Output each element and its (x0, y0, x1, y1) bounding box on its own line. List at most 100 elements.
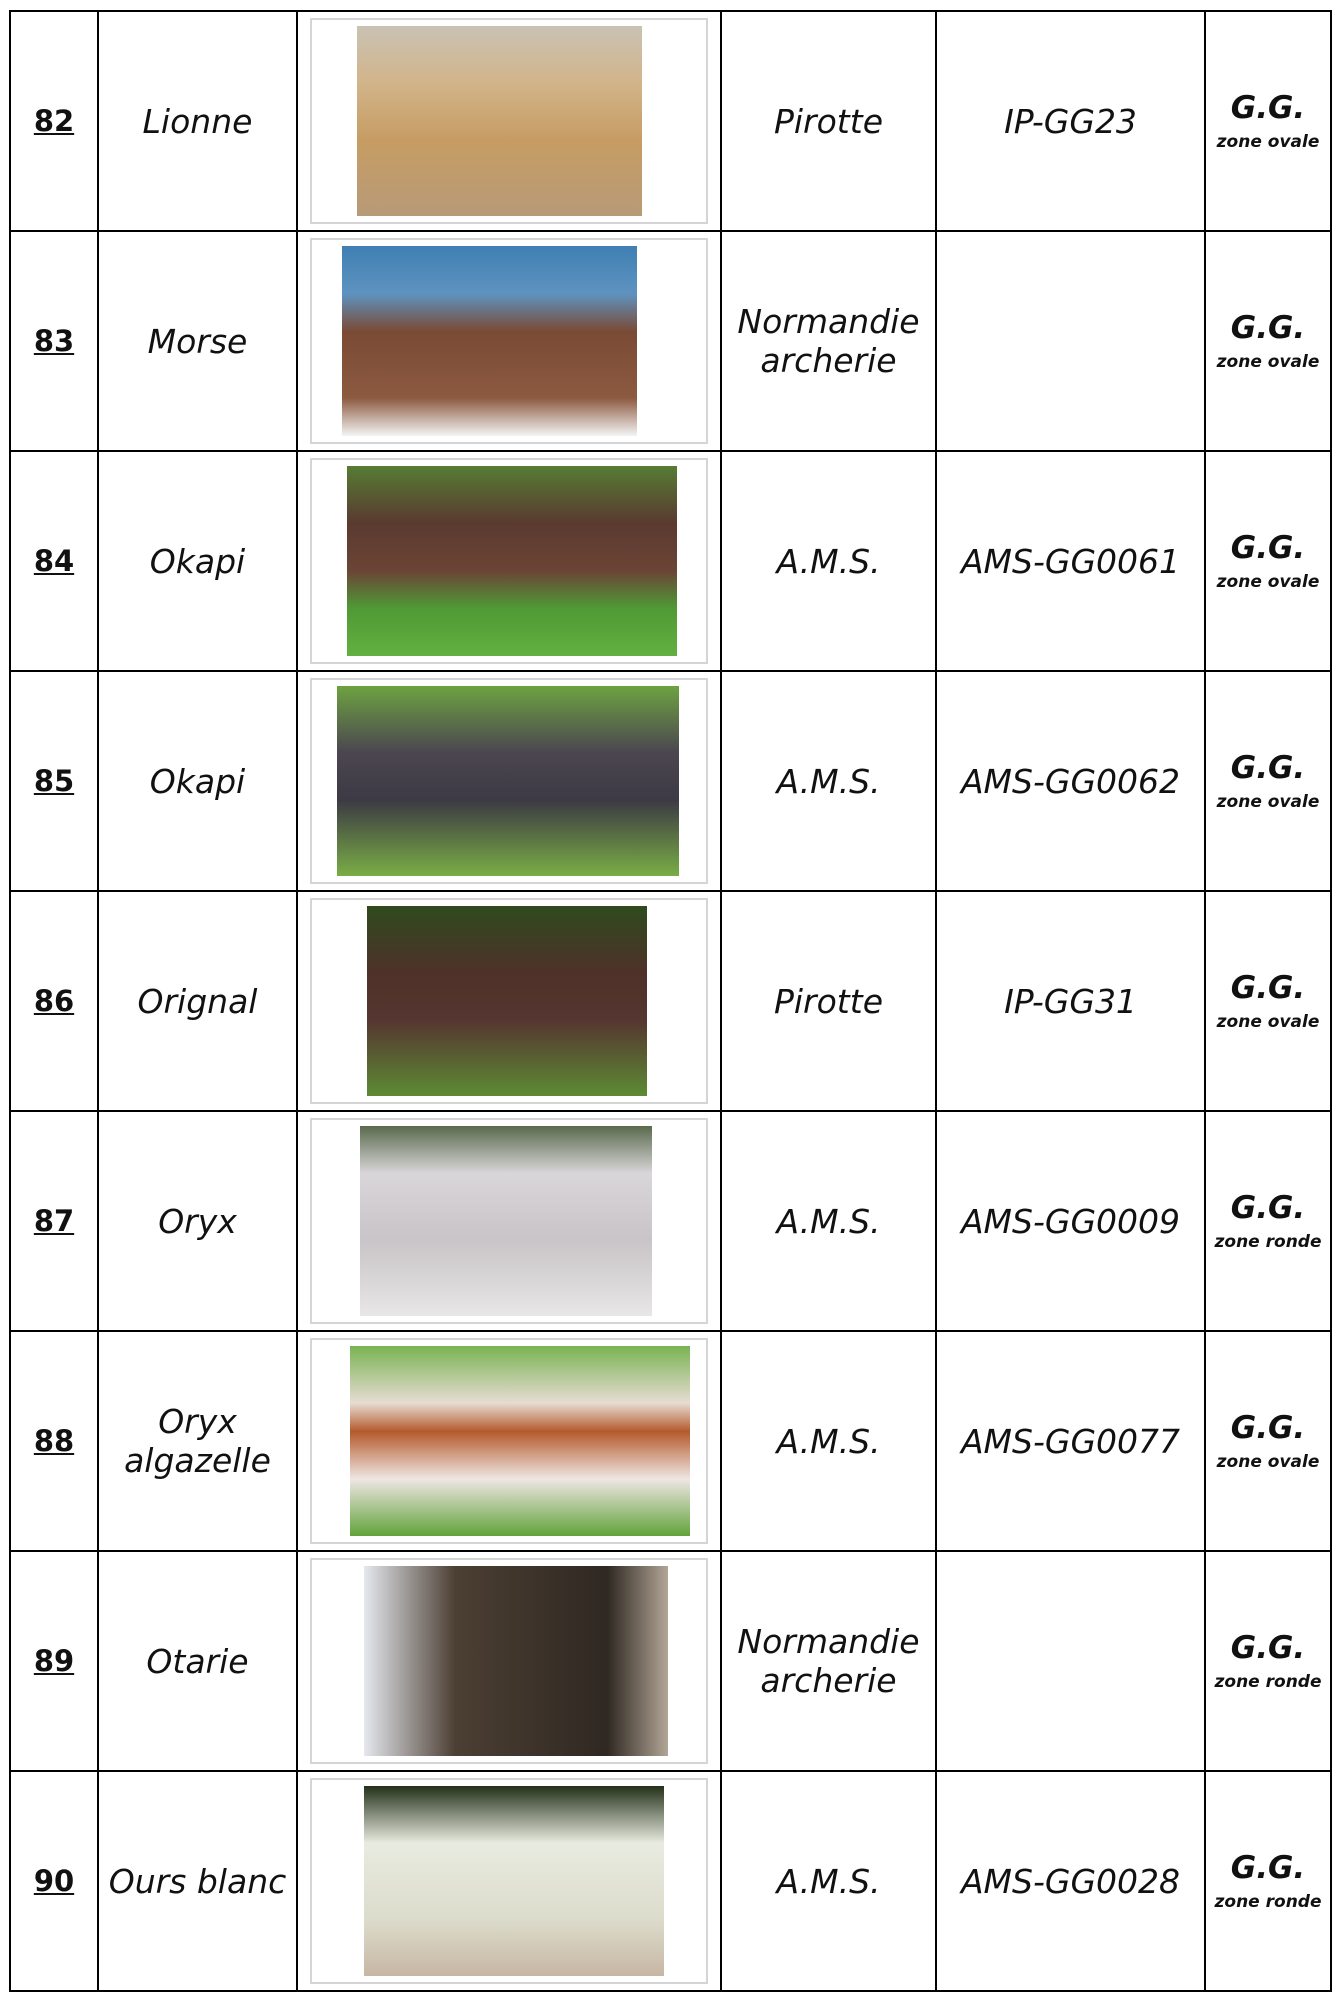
animal-photo (342, 246, 637, 436)
group: G.G. (1230, 750, 1306, 786)
maker: A.M.S. (720, 1110, 937, 1332)
maker: A.M.S. (720, 1770, 937, 1992)
zone: zone ronde (1214, 1892, 1322, 1912)
animal-name: Okapi (97, 670, 298, 892)
animal-photo (347, 466, 677, 656)
group-cell: G.G. zone ronde (1204, 1110, 1332, 1332)
zone: zone ronde (1214, 1232, 1322, 1252)
table-row: 90 Ours blanc A.M.S. AMS-GG0028 G.G. zone ron… (9, 1770, 1332, 1992)
group: G.G. (1230, 90, 1306, 126)
maker: Normandie archerie (720, 1550, 937, 1772)
group-cell: G.G. zone ovale (1204, 450, 1332, 672)
target-number: 88 (9, 1330, 99, 1552)
target-image (310, 678, 708, 884)
group: G.G. (1230, 1630, 1306, 1666)
target-image (310, 898, 708, 1104)
reference (935, 1550, 1206, 1772)
image-cell (296, 1110, 722, 1332)
animal-photo (350, 1346, 690, 1536)
animal-photo (357, 26, 642, 216)
group: G.G. (1230, 530, 1306, 566)
table-row: 87 Oryx A.M.S. AMS-GG0009 G.G. zone ronde (9, 1110, 1332, 1332)
zone: zone ovale (1216, 572, 1320, 592)
group-cell: G.G. zone ronde (1204, 1770, 1332, 1992)
target-image (310, 1338, 708, 1544)
group: G.G. (1230, 1190, 1306, 1226)
target-number: 84 (9, 450, 99, 672)
image-cell (296, 890, 722, 1112)
group-cell: G.G. zone ovale (1204, 670, 1332, 892)
reference: AMS-GG0009 (935, 1110, 1206, 1332)
animal-name: Morse (97, 230, 298, 452)
group-cell: G.G. zone ovale (1204, 10, 1332, 232)
table-row: 84 Okapi A.M.S. AMS-GG0061 G.G. zone ovale (9, 450, 1332, 672)
animal-photo (337, 686, 679, 876)
table-row: 89 Otarie Normandie archerie G.G. zone ronde (9, 1550, 1332, 1772)
zone: zone ovale (1216, 1452, 1320, 1472)
animal-name: Lionne (97, 10, 298, 232)
group-cell: G.G. zone ronde (1204, 1550, 1332, 1772)
maker: Pirotte (720, 10, 937, 232)
reference: AMS-GG0062 (935, 670, 1206, 892)
group: G.G. (1230, 1410, 1306, 1446)
group-cell: G.G. zone ovale (1204, 890, 1332, 1112)
group-cell: G.G. zone ovale (1204, 230, 1332, 452)
target-number: 89 (9, 1550, 99, 1772)
reference: IP-GG23 (935, 10, 1206, 232)
animal-name: Oryx algazelle (97, 1330, 298, 1552)
image-cell (296, 230, 722, 452)
target-number: 83 (9, 230, 99, 452)
target-table: 82 Lionne Pirotte IP-GG23 G.G. zone ovale 83 Mo… (9, 10, 1332, 1992)
group: G.G. (1230, 1850, 1306, 1886)
zone: zone ovale (1216, 1012, 1320, 1032)
table-row: 83 Morse Normandie archerie G.G. zone ovale (9, 230, 1332, 452)
reference: AMS-GG0061 (935, 450, 1206, 672)
group-cell: G.G. zone ovale (1204, 1330, 1332, 1552)
table-row: 85 Okapi A.M.S. AMS-GG0062 G.G. zone ovale (9, 670, 1332, 892)
image-cell (296, 1330, 722, 1552)
table-row: 82 Lionne Pirotte IP-GG23 G.G. zone ovale (9, 10, 1332, 232)
image-cell (296, 670, 722, 892)
image-cell (296, 1550, 722, 1772)
animal-name: Okapi (97, 450, 298, 672)
animal-photo (367, 906, 647, 1096)
maker: A.M.S. (720, 670, 937, 892)
animal-name: Oryx (97, 1110, 298, 1332)
group: G.G. (1230, 970, 1306, 1006)
image-cell (296, 10, 722, 232)
image-cell (296, 450, 722, 672)
zone: zone ovale (1216, 792, 1320, 812)
zone: zone ovale (1216, 352, 1320, 372)
animal-photo (364, 1786, 664, 1976)
target-number: 85 (9, 670, 99, 892)
target-image (310, 458, 708, 664)
animal-name: Orignal (97, 890, 298, 1112)
target-image (310, 18, 708, 224)
table-body: 82 Lionne Pirotte IP-GG23 G.G. zone ovale 83 Mo… (9, 10, 1332, 1992)
animal-name: Ours blanc (97, 1770, 298, 1992)
target-number: 90 (9, 1770, 99, 1992)
maker: A.M.S. (720, 450, 937, 672)
group: G.G. (1230, 310, 1306, 346)
maker: Normandie archerie (720, 230, 937, 452)
zone: zone ronde (1214, 1672, 1322, 1692)
reference: IP-GG31 (935, 890, 1206, 1112)
table-row: 86 Orignal Pirotte IP-GG31 G.G. zone ovale (9, 890, 1332, 1112)
reference: AMS-GG0077 (935, 1330, 1206, 1552)
animal-name: Otarie (97, 1550, 298, 1772)
target-image (310, 238, 708, 444)
table-row: 88 Oryx algazelle A.M.S. AMS-GG0077 G.G. zone… (9, 1330, 1332, 1552)
target-image (310, 1558, 708, 1764)
maker: A.M.S. (720, 1330, 937, 1552)
target-number: 82 (9, 10, 99, 232)
target-number: 86 (9, 890, 99, 1112)
target-number: 87 (9, 1110, 99, 1332)
target-image (310, 1118, 708, 1324)
animal-photo (364, 1566, 668, 1756)
zone: zone ovale (1216, 132, 1320, 152)
reference (935, 230, 1206, 452)
target-image (310, 1778, 708, 1984)
maker: Pirotte (720, 890, 937, 1112)
image-cell (296, 1770, 722, 1992)
